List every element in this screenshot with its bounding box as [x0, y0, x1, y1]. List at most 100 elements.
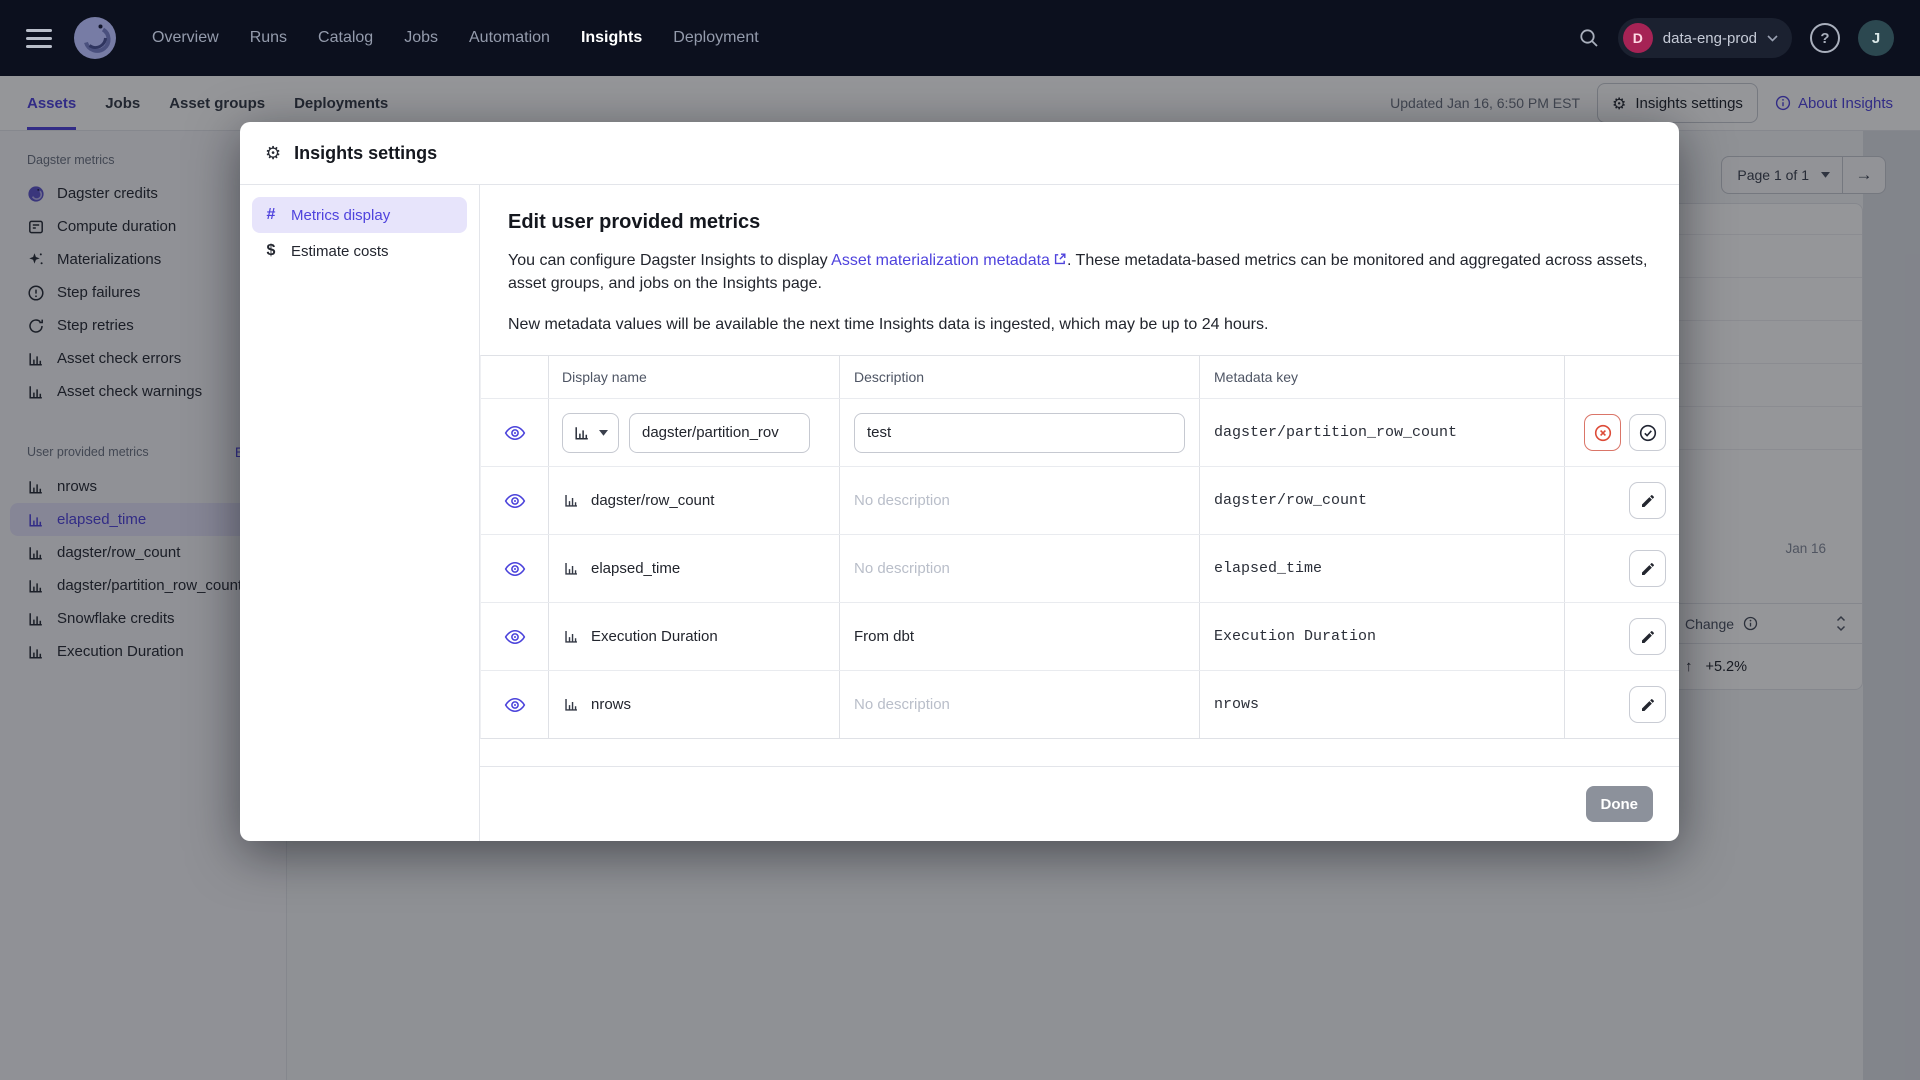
edit-metric-button[interactable]: [1629, 482, 1666, 519]
sidebar-item-dagster-partition-row-count[interactable]: dagster/partition_row_count: [10, 569, 276, 602]
info-icon[interactable]: [1743, 616, 1758, 631]
external-link-icon: [1053, 252, 1067, 266]
circle-check-icon: [1639, 424, 1656, 441]
sidebar-item-step-failures[interactable]: Step failures: [10, 276, 276, 309]
metric-icon-picker[interactable]: [562, 412, 619, 453]
edit-metric-button[interactable]: [1629, 686, 1666, 723]
page-select[interactable]: Page 1 of 1: [1722, 157, 1843, 193]
bar-chart-icon: [27, 544, 45, 562]
bar-chart-icon: [27, 643, 45, 661]
help-icon[interactable]: ?: [1810, 23, 1840, 53]
nav-item-jobs[interactable]: Jobs: [404, 29, 438, 46]
eye-icon[interactable]: [504, 422, 526, 444]
retry-icon: [27, 317, 45, 335]
user-avatar[interactable]: J: [1858, 20, 1894, 56]
asset-materialization-metadata-link[interactable]: Asset materialization metadata: [831, 252, 1067, 269]
eye-icon[interactable]: [504, 626, 526, 648]
top-nav-right: D data-eng-prod ? J: [1578, 18, 1894, 58]
sidebar-item-asset-check-errors[interactable]: Asset check errors: [10, 342, 276, 375]
sidebar-item-label: Step retries: [57, 317, 134, 334]
bar-chart-icon: [27, 610, 45, 628]
section-title: Dagster metrics: [27, 153, 115, 167]
eye-icon[interactable]: [504, 694, 526, 716]
sidebar-item-label: elapsed_time: [57, 511, 147, 528]
dagster-credits-icon: [27, 185, 45, 203]
nav-item-deployment[interactable]: Deployment: [673, 29, 759, 46]
pencil-icon: [1641, 698, 1654, 711]
confirm-edit-button[interactable]: [1629, 414, 1666, 451]
eye-icon[interactable]: [504, 558, 526, 580]
cancel-edit-button[interactable]: [1584, 414, 1621, 451]
nav-item-overview[interactable]: Overview: [152, 29, 219, 46]
metric-display-name: dagster/row_count: [591, 492, 715, 509]
search-icon[interactable]: [1578, 27, 1600, 49]
edit-metric-button[interactable]: [1629, 550, 1666, 587]
sidebar-section-dagster-metrics: Dagster metrics: [0, 131, 286, 177]
next-page-button[interactable]: →: [1855, 165, 1873, 184]
metric-row: elapsed_time No description elapsed_time: [481, 534, 1679, 602]
nav-item-runs[interactable]: Runs: [249, 29, 288, 46]
bar-chart-icon: [27, 511, 45, 529]
sidebar-item-label: nrows: [57, 478, 98, 495]
tab-jobs[interactable]: Jobs: [105, 94, 141, 112]
description-input[interactable]: [854, 412, 1185, 453]
visibility-column-header: [481, 356, 549, 398]
display-name-cell: [549, 399, 840, 466]
bar-chart-icon: [27, 577, 45, 595]
section-title: User provided metrics: [27, 445, 149, 459]
dialog-footer: Done: [480, 766, 1679, 841]
sidebar-item-execution-duration[interactable]: Execution Duration: [10, 635, 276, 668]
bar-chart-icon: [565, 563, 577, 575]
display-name-header: Display name: [549, 356, 840, 398]
hamburger-menu-icon[interactable]: [26, 28, 52, 48]
sidebar-item-step-retries[interactable]: Step retries: [10, 309, 276, 342]
actions-cell: [1565, 399, 1679, 466]
description-cell: From dbt: [840, 603, 1200, 670]
done-button[interactable]: Done: [1585, 786, 1653, 822]
tab-assets[interactable]: Assets: [27, 76, 77, 130]
sidebar-item-asset-check-warnings[interactable]: Asset check warnings: [10, 375, 276, 408]
edit-metric-button[interactable]: [1629, 618, 1666, 655]
sparkle-icon: [27, 251, 45, 269]
metric-display-name: nrows: [591, 696, 632, 713]
nav-item-automation[interactable]: Automation: [469, 29, 550, 46]
hash-icon: #: [266, 206, 276, 223]
display-name-input[interactable]: [629, 412, 810, 453]
dialog-nav-metrics-display[interactable]: # Metrics display: [252, 197, 467, 233]
bar-chart-icon: [565, 699, 577, 711]
change-value: +5.2%: [1705, 658, 1748, 675]
bar-chart-icon: [27, 383, 45, 401]
about-insights-link[interactable]: About Insights: [1775, 95, 1893, 112]
dagster-logo-icon[interactable]: [72, 15, 118, 61]
sort-icon[interactable]: [1835, 615, 1847, 632]
metric-display-name: elapsed_time: [591, 560, 681, 577]
sidebar-item-dagster-row-count[interactable]: dagster/row_count: [10, 536, 276, 569]
display-name-cell: elapsed_time: [549, 535, 840, 602]
eye-icon[interactable]: [504, 490, 526, 512]
description-cell: No description: [840, 535, 1200, 602]
sidebar-item-materializations[interactable]: Materializations: [10, 243, 276, 276]
tab-asset-groups[interactable]: Asset groups: [169, 94, 266, 112]
insights-settings-button[interactable]: ⚙ Insights settings: [1597, 83, 1758, 123]
sidebar-item-elapsed-time[interactable]: elapsed_time: [10, 503, 276, 536]
sidebar-item-label: dagster/row_count: [57, 544, 181, 561]
dialog-nav: # Metrics display $ Estimate costs: [240, 185, 480, 841]
sidebar-item-snowflake-credits[interactable]: Snowflake credits: [10, 602, 276, 635]
change-value-cell: ↑ +5.2%: [1685, 642, 1747, 691]
sidebar-item-dagster-credits[interactable]: Dagster credits: [10, 177, 276, 210]
actions-column-header: [1565, 356, 1679, 398]
tab-deployments[interactable]: Deployments: [294, 94, 389, 112]
sidebar-item-label: Execution Duration: [57, 643, 184, 660]
nav-item-catalog[interactable]: Catalog: [318, 29, 374, 46]
org-switcher[interactable]: D data-eng-prod: [1617, 18, 1792, 58]
sidebar-item-compute-duration[interactable]: Compute duration: [10, 210, 276, 243]
bar-chart-icon: [27, 350, 45, 368]
intro-text: . These metadata-based metrics can be mo…: [508, 252, 1648, 292]
metadata-key-cell: dagster/row_count: [1200, 467, 1565, 534]
nav-item-insights[interactable]: Insights: [580, 29, 643, 46]
sidebar-item-nrows[interactable]: nrows: [10, 470, 276, 503]
dialog-nav-estimate-costs[interactable]: $ Estimate costs: [252, 233, 467, 269]
dialog-title: Insights settings: [294, 142, 438, 163]
dollar-icon: $: [266, 242, 276, 259]
dialog-note-paragraph: New metadata values will be available th…: [508, 316, 1269, 333]
